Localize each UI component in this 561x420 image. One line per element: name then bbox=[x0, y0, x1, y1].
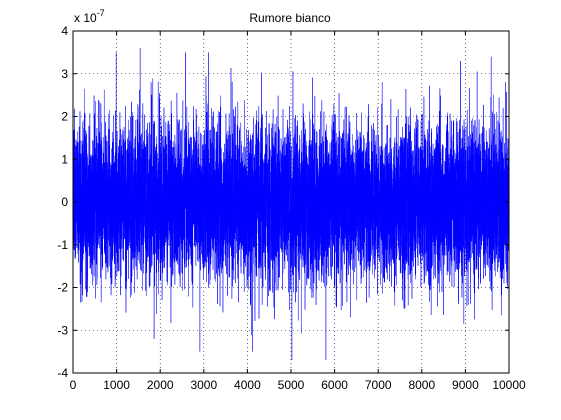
x-tick-label: 4000 bbox=[234, 378, 261, 392]
y-multiplier-base: x 10 bbox=[74, 11, 97, 25]
x-tick-labels: 0 1000 2000 3000 4000 5000 6000 7000 8000 9000 100… bbox=[70, 378, 526, 392]
y-tick-label: 1 bbox=[61, 152, 68, 166]
x-tick-label: 7000 bbox=[365, 378, 392, 392]
y-tick-label: 4 bbox=[61, 24, 68, 38]
y-multiplier: x 10-7 bbox=[74, 8, 105, 25]
y-tick-label: -4 bbox=[57, 366, 68, 380]
x-tick-label: 9000 bbox=[452, 378, 479, 392]
x-tick-label: 8000 bbox=[408, 378, 435, 392]
y-tick-labels: -4 -3 -2 -1 0 1 2 3 4 bbox=[57, 24, 68, 380]
x-tick-label: 6000 bbox=[321, 378, 348, 392]
y-tick-label: 3 bbox=[61, 67, 68, 81]
x-tick-label: 0 bbox=[70, 378, 77, 392]
y-tick-label: 2 bbox=[61, 110, 68, 124]
y-tick-label: -3 bbox=[57, 323, 68, 337]
noise-series bbox=[72, 47, 510, 361]
x-tick-label: 2000 bbox=[147, 378, 174, 392]
y-tick-label: -2 bbox=[57, 281, 68, 295]
x-tick-label: 3000 bbox=[190, 378, 217, 392]
x-tick-label: 1000 bbox=[103, 378, 130, 392]
axis-ticks bbox=[72, 30, 510, 374]
x-tick-label: 10000 bbox=[492, 378, 526, 392]
noise-line bbox=[72, 47, 510, 361]
chart-title: Rumore bianco bbox=[249, 11, 331, 25]
y-tick-label: -1 bbox=[57, 238, 68, 252]
y-multiplier-exponent: -7 bbox=[97, 8, 105, 18]
x-tick-label: 5000 bbox=[278, 378, 305, 392]
y-tick-label: 0 bbox=[61, 195, 68, 209]
